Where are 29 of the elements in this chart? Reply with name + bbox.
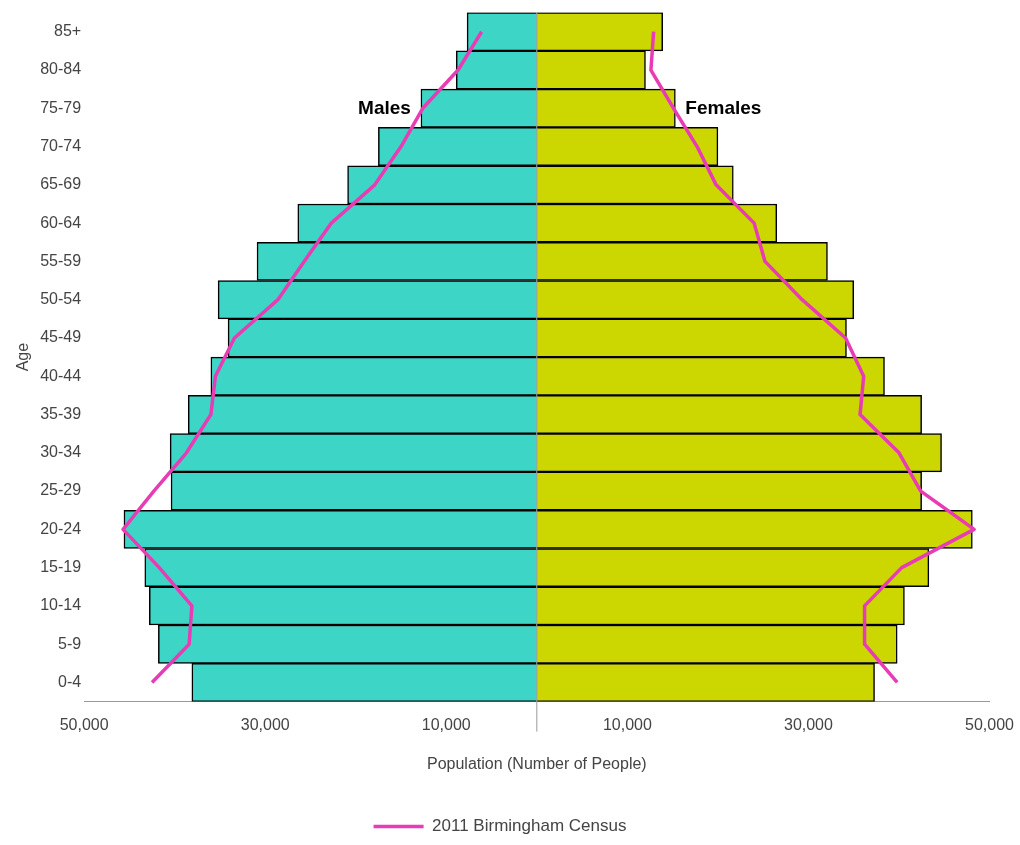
y-tick-label: 0-4: [58, 672, 82, 690]
x-tick-label: 10,000: [602, 715, 652, 733]
y-axis-title: Age: [14, 342, 32, 372]
x-axis-title: Population (Number of People): [426, 754, 647, 772]
y-tick-label: 55-59: [40, 251, 82, 269]
y-tick-label: 65-69: [40, 175, 82, 193]
y-tick-label: 50-54: [40, 290, 82, 308]
y-tick-label: 20-24: [40, 519, 82, 537]
x-tick-label: 50,000: [965, 715, 1015, 733]
legend-label: 2011 Birmingham Census: [432, 816, 627, 836]
y-tick-label: 45-49: [40, 328, 82, 346]
x-tick-label: 30,000: [240, 715, 290, 733]
y-tick-label: 75-79: [40, 98, 82, 116]
y-tick-label: 85+: [53, 22, 82, 40]
y-tick-label: 60-64: [40, 213, 82, 231]
y-tick-label: 70-74: [40, 136, 82, 154]
y-tick-label: 15-19: [40, 558, 82, 576]
y-tick-label: 40-44: [40, 366, 82, 384]
y-tick-label: 5-9: [58, 634, 82, 652]
y-tick-label: 80-84: [40, 60, 82, 78]
y-tick-label: 35-39: [40, 404, 82, 422]
x-tick-label: 30,000: [783, 715, 834, 733]
y-tick-label: 25-29: [40, 481, 82, 499]
y-tick-label: 30-34: [40, 443, 82, 461]
series-label: Females: [685, 96, 762, 118]
x-tick-label: 10,000: [421, 715, 471, 733]
x-tick-label: 50,000: [59, 715, 109, 733]
y-tick-label: 10-14: [40, 596, 82, 614]
series-label: Males: [358, 96, 411, 118]
